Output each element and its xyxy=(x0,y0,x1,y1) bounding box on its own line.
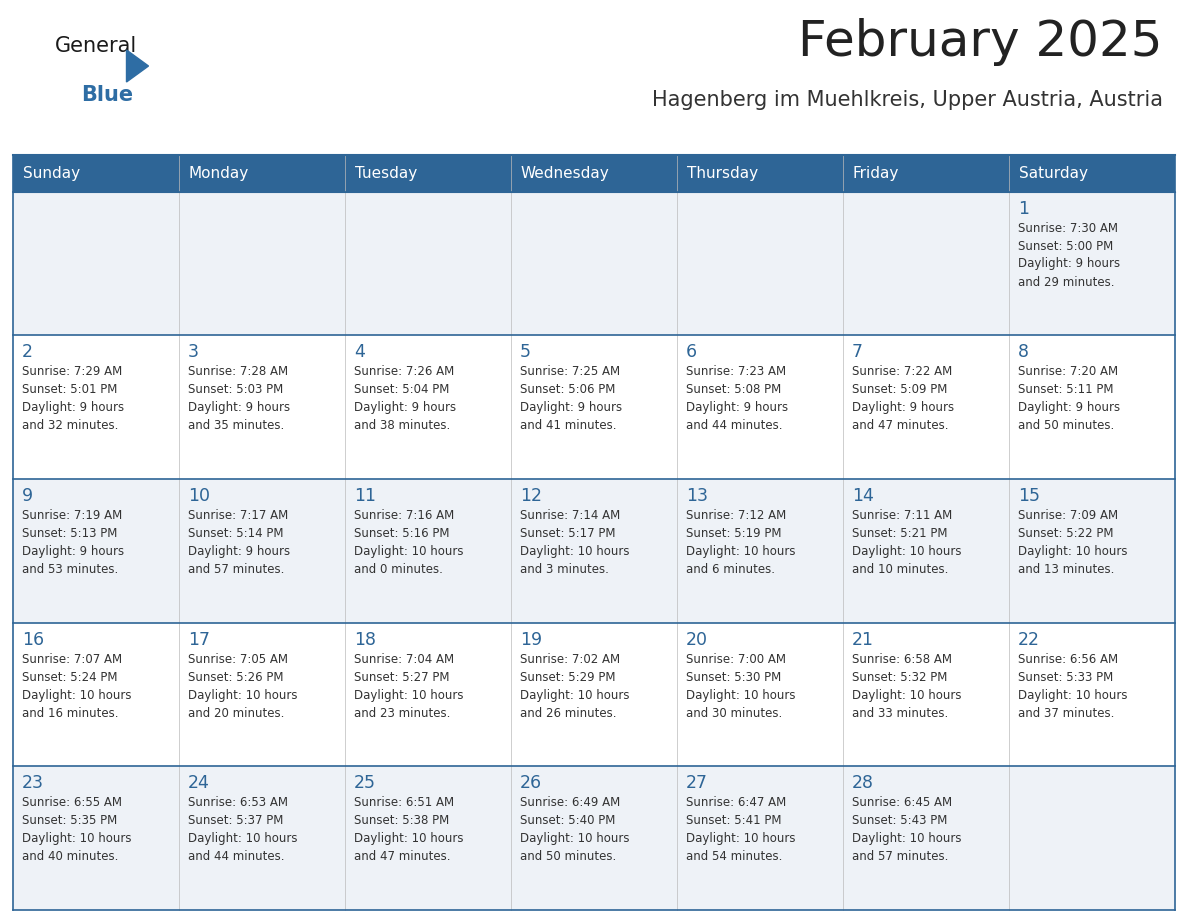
Text: Sunrise: 7:05 AM
Sunset: 5:26 PM
Daylight: 10 hours
and 20 minutes.: Sunrise: 7:05 AM Sunset: 5:26 PM Dayligh… xyxy=(188,653,297,720)
Text: 14: 14 xyxy=(852,487,874,505)
Text: Sunrise: 7:17 AM
Sunset: 5:14 PM
Daylight: 9 hours
and 57 minutes.: Sunrise: 7:17 AM Sunset: 5:14 PM Dayligh… xyxy=(188,509,290,576)
Text: 24: 24 xyxy=(188,774,210,792)
Bar xyxy=(179,155,345,192)
Text: Sunrise: 7:16 AM
Sunset: 5:16 PM
Daylight: 10 hours
and 0 minutes.: Sunrise: 7:16 AM Sunset: 5:16 PM Dayligh… xyxy=(354,509,463,576)
Polygon shape xyxy=(126,50,148,82)
Text: Sunrise: 7:09 AM
Sunset: 5:22 PM
Daylight: 10 hours
and 13 minutes.: Sunrise: 7:09 AM Sunset: 5:22 PM Dayligh… xyxy=(1018,509,1127,576)
Text: Sunrise: 7:25 AM
Sunset: 5:06 PM
Daylight: 9 hours
and 41 minutes.: Sunrise: 7:25 AM Sunset: 5:06 PM Dayligh… xyxy=(520,365,623,432)
Text: 18: 18 xyxy=(354,631,375,649)
Text: 11: 11 xyxy=(354,487,375,505)
Text: 7: 7 xyxy=(852,343,862,361)
Text: 1: 1 xyxy=(1018,199,1029,218)
Text: Hagenberg im Muehlkreis, Upper Austria, Austria: Hagenberg im Muehlkreis, Upper Austria, … xyxy=(652,90,1163,110)
Bar xyxy=(843,155,1009,192)
Bar xyxy=(345,155,511,192)
Text: 26: 26 xyxy=(520,774,542,792)
Text: Sunrise: 7:02 AM
Sunset: 5:29 PM
Daylight: 10 hours
and 26 minutes.: Sunrise: 7:02 AM Sunset: 5:29 PM Dayligh… xyxy=(520,653,630,720)
Text: 28: 28 xyxy=(852,774,874,792)
Text: Sunrise: 7:00 AM
Sunset: 5:30 PM
Daylight: 10 hours
and 30 minutes.: Sunrise: 7:00 AM Sunset: 5:30 PM Dayligh… xyxy=(685,653,796,720)
Text: Monday: Monday xyxy=(189,166,249,181)
Text: 15: 15 xyxy=(1018,487,1040,505)
Text: 5: 5 xyxy=(520,343,531,361)
Text: 23: 23 xyxy=(23,774,44,792)
Text: Tuesday: Tuesday xyxy=(355,166,417,181)
Text: Thursday: Thursday xyxy=(687,166,758,181)
Bar xyxy=(13,192,1175,335)
Text: Sunrise: 6:53 AM
Sunset: 5:37 PM
Daylight: 10 hours
and 44 minutes.: Sunrise: 6:53 AM Sunset: 5:37 PM Dayligh… xyxy=(188,796,297,863)
Bar xyxy=(13,155,179,192)
Text: 6: 6 xyxy=(685,343,697,361)
Text: Blue: Blue xyxy=(81,85,133,105)
Text: 16: 16 xyxy=(23,631,44,649)
Bar xyxy=(13,335,1175,479)
Text: Sunrise: 6:55 AM
Sunset: 5:35 PM
Daylight: 10 hours
and 40 minutes.: Sunrise: 6:55 AM Sunset: 5:35 PM Dayligh… xyxy=(23,796,132,863)
Text: 22: 22 xyxy=(1018,631,1040,649)
Text: Sunrise: 7:23 AM
Sunset: 5:08 PM
Daylight: 9 hours
and 44 minutes.: Sunrise: 7:23 AM Sunset: 5:08 PM Dayligh… xyxy=(685,365,788,432)
Text: Friday: Friday xyxy=(853,166,899,181)
Text: 2: 2 xyxy=(23,343,33,361)
Bar xyxy=(511,155,677,192)
Text: 19: 19 xyxy=(520,631,542,649)
Text: 21: 21 xyxy=(852,631,874,649)
Text: Sunrise: 7:19 AM
Sunset: 5:13 PM
Daylight: 9 hours
and 53 minutes.: Sunrise: 7:19 AM Sunset: 5:13 PM Dayligh… xyxy=(23,509,124,576)
Text: Sunrise: 7:14 AM
Sunset: 5:17 PM
Daylight: 10 hours
and 3 minutes.: Sunrise: 7:14 AM Sunset: 5:17 PM Dayligh… xyxy=(520,509,630,576)
Bar xyxy=(13,479,1175,622)
Text: Sunrise: 7:04 AM
Sunset: 5:27 PM
Daylight: 10 hours
and 23 minutes.: Sunrise: 7:04 AM Sunset: 5:27 PM Dayligh… xyxy=(354,653,463,720)
Text: 13: 13 xyxy=(685,487,708,505)
Text: 12: 12 xyxy=(520,487,542,505)
Bar xyxy=(1009,155,1175,192)
Text: Sunrise: 6:56 AM
Sunset: 5:33 PM
Daylight: 10 hours
and 37 minutes.: Sunrise: 6:56 AM Sunset: 5:33 PM Dayligh… xyxy=(1018,653,1127,720)
Text: Sunday: Sunday xyxy=(23,166,80,181)
Text: February 2025: February 2025 xyxy=(798,18,1163,66)
Text: Sunrise: 7:12 AM
Sunset: 5:19 PM
Daylight: 10 hours
and 6 minutes.: Sunrise: 7:12 AM Sunset: 5:19 PM Dayligh… xyxy=(685,509,796,576)
Text: Sunrise: 7:30 AM
Sunset: 5:00 PM
Daylight: 9 hours
and 29 minutes.: Sunrise: 7:30 AM Sunset: 5:00 PM Dayligh… xyxy=(1018,221,1120,288)
Text: Saturday: Saturday xyxy=(1019,166,1088,181)
Bar xyxy=(13,622,1175,767)
Text: Sunrise: 7:29 AM
Sunset: 5:01 PM
Daylight: 9 hours
and 32 minutes.: Sunrise: 7:29 AM Sunset: 5:01 PM Dayligh… xyxy=(23,365,124,432)
Text: 9: 9 xyxy=(23,487,33,505)
Text: 17: 17 xyxy=(188,631,210,649)
Text: Sunrise: 7:22 AM
Sunset: 5:09 PM
Daylight: 9 hours
and 47 minutes.: Sunrise: 7:22 AM Sunset: 5:09 PM Dayligh… xyxy=(852,365,954,432)
Text: 4: 4 xyxy=(354,343,365,361)
Text: Wednesday: Wednesday xyxy=(522,166,609,181)
Text: 3: 3 xyxy=(188,343,200,361)
Text: 10: 10 xyxy=(188,487,210,505)
Text: Sunrise: 6:47 AM
Sunset: 5:41 PM
Daylight: 10 hours
and 54 minutes.: Sunrise: 6:47 AM Sunset: 5:41 PM Dayligh… xyxy=(685,796,796,863)
Text: Sunrise: 6:51 AM
Sunset: 5:38 PM
Daylight: 10 hours
and 47 minutes.: Sunrise: 6:51 AM Sunset: 5:38 PM Dayligh… xyxy=(354,796,463,863)
Text: 20: 20 xyxy=(685,631,708,649)
Text: General: General xyxy=(55,36,138,56)
Text: Sunrise: 7:20 AM
Sunset: 5:11 PM
Daylight: 9 hours
and 50 minutes.: Sunrise: 7:20 AM Sunset: 5:11 PM Dayligh… xyxy=(1018,365,1120,432)
Text: Sunrise: 6:45 AM
Sunset: 5:43 PM
Daylight: 10 hours
and 57 minutes.: Sunrise: 6:45 AM Sunset: 5:43 PM Dayligh… xyxy=(852,796,961,863)
Text: Sunrise: 6:58 AM
Sunset: 5:32 PM
Daylight: 10 hours
and 33 minutes.: Sunrise: 6:58 AM Sunset: 5:32 PM Dayligh… xyxy=(852,653,961,720)
Text: Sunrise: 7:07 AM
Sunset: 5:24 PM
Daylight: 10 hours
and 16 minutes.: Sunrise: 7:07 AM Sunset: 5:24 PM Dayligh… xyxy=(23,653,132,720)
Text: 25: 25 xyxy=(354,774,375,792)
Text: 27: 27 xyxy=(685,774,708,792)
Text: 8: 8 xyxy=(1018,343,1029,361)
Text: Sunrise: 7:11 AM
Sunset: 5:21 PM
Daylight: 10 hours
and 10 minutes.: Sunrise: 7:11 AM Sunset: 5:21 PM Dayligh… xyxy=(852,509,961,576)
Text: Sunrise: 7:28 AM
Sunset: 5:03 PM
Daylight: 9 hours
and 35 minutes.: Sunrise: 7:28 AM Sunset: 5:03 PM Dayligh… xyxy=(188,365,290,432)
Text: Sunrise: 6:49 AM
Sunset: 5:40 PM
Daylight: 10 hours
and 50 minutes.: Sunrise: 6:49 AM Sunset: 5:40 PM Dayligh… xyxy=(520,796,630,863)
Bar xyxy=(13,767,1175,910)
Bar xyxy=(677,155,843,192)
Text: Sunrise: 7:26 AM
Sunset: 5:04 PM
Daylight: 9 hours
and 38 minutes.: Sunrise: 7:26 AM Sunset: 5:04 PM Dayligh… xyxy=(354,365,456,432)
